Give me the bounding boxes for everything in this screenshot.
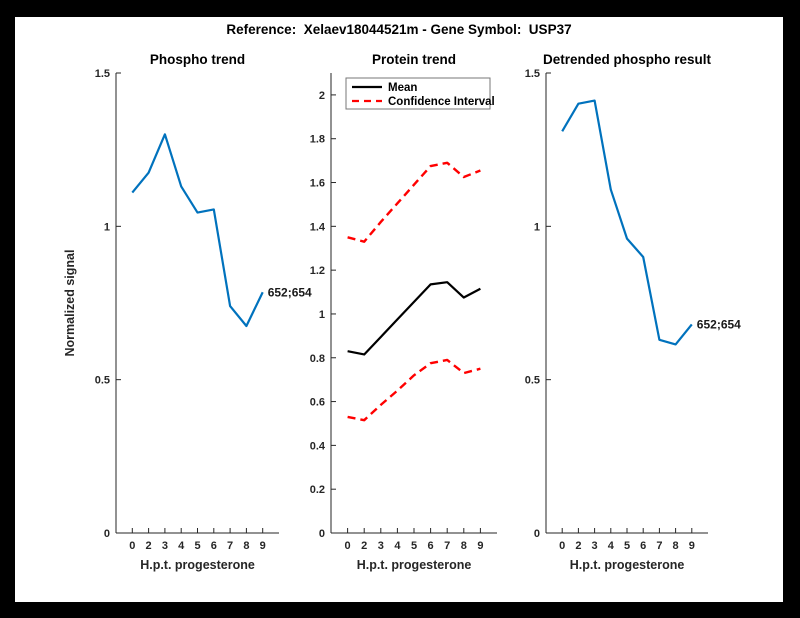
x-axis-label: H.p.t. progesterone	[357, 558, 472, 572]
x-tick-label: 3	[592, 540, 598, 552]
x-tick-label: 3	[378, 540, 384, 552]
x-tick-label: 4	[608, 540, 615, 552]
y-tick-label: 1.5	[525, 68, 540, 80]
series-line-phospho-signal	[131, 133, 264, 328]
y-axis-label: Normalized signal	[63, 250, 77, 357]
x-tick-label: 6	[640, 540, 646, 552]
y-tick-label: 2	[319, 90, 325, 102]
y-tick-label: 0.6	[310, 397, 325, 409]
x-tick-label: 3	[162, 540, 168, 552]
y-tick-label: 0.4	[310, 440, 326, 452]
x-tick-label: 4	[178, 540, 185, 552]
y-tick-label: 1	[104, 221, 110, 233]
y-tick-label: 1	[319, 309, 325, 321]
series-line-confidence-interval-lower	[347, 358, 481, 422]
x-tick-label: 7	[227, 540, 233, 552]
y-tick-label: 0.5	[95, 375, 110, 387]
x-tick-label: 7	[444, 540, 450, 552]
point-annotation: 652;654	[268, 285, 312, 299]
y-tick-label: 0.8	[310, 353, 325, 365]
x-tick-label: 7	[656, 540, 662, 552]
x-axis-label: H.p.t. progesterone	[570, 558, 685, 572]
x-tick-label: 9	[260, 540, 266, 552]
x-tick-label: 5	[624, 540, 630, 552]
point-annotation: 652;654	[697, 317, 741, 331]
x-tick-label: 2	[575, 540, 581, 552]
y-tick-label: 0	[534, 528, 540, 540]
y-tick-label: 1.8	[310, 134, 325, 146]
x-tick-label: 9	[689, 540, 695, 552]
x-tick-label: 4	[394, 540, 401, 552]
y-tick-label: 1.2	[310, 265, 325, 277]
y-tick-label: 1.6	[310, 178, 325, 190]
y-tick-label: 0	[319, 528, 325, 540]
legend-label-mean: Mean	[388, 82, 417, 94]
y-tick-label: 1.4	[310, 221, 326, 233]
x-tick-label: 2	[146, 540, 152, 552]
x-tick-label: 0	[129, 540, 135, 552]
y-tick-label: 1.5	[95, 68, 110, 80]
x-tick-label: 5	[411, 540, 417, 552]
series-line-mean	[347, 281, 481, 356]
x-tick-label: 6	[211, 540, 217, 552]
x-tick-label: 9	[477, 540, 483, 552]
y-tick-label: 0	[104, 528, 110, 540]
x-tick-label: 2	[361, 540, 367, 552]
x-axis-label: H.p.t. progesterone	[140, 558, 255, 572]
x-tick-label: 6	[428, 540, 434, 552]
y-tick-label: 1	[534, 221, 540, 233]
series-line-detrended-phospho-signal	[561, 99, 693, 346]
x-tick-label: 8	[673, 540, 679, 552]
subplot-title: Protein trend	[372, 52, 456, 67]
series-line-confidence-interval	[347, 161, 481, 243]
x-tick-label: 8	[461, 540, 467, 552]
subplot-title: Phospho trend	[150, 52, 245, 67]
subplot-title: Detrended phospho result	[543, 52, 712, 67]
y-tick-label: 0.2	[310, 484, 325, 496]
legend-label-confidence-interval: Confidence Interval	[388, 96, 495, 108]
figure-suptitle: Reference: Xelaev18044521m - Gene Symbol…	[226, 22, 572, 37]
x-tick-label: 0	[345, 540, 351, 552]
legend: Mean Confidence Interval	[345, 77, 495, 110]
y-tick-label: 0.5	[525, 375, 540, 387]
x-tick-label: 0	[559, 540, 565, 552]
subplot-protein-trend: 0 2 3 4 5 6 7 8 900.20.40.60.811.21.41.61.82Prot…	[310, 52, 497, 572]
x-tick-label: 5	[194, 540, 200, 552]
figure-canvas: Reference: Xelaev18044521m - Gene Symbol…	[15, 17, 783, 602]
legend-border	[345, 77, 491, 110]
x-tick-label: 8	[243, 540, 249, 552]
